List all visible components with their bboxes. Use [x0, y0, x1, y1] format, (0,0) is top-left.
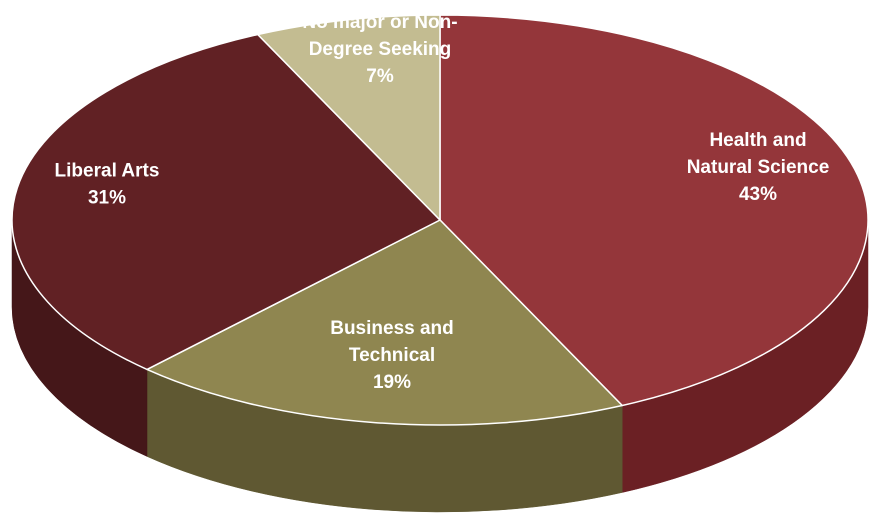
slice-label-1-line-0: Business and — [330, 318, 454, 339]
slice-label-0-line-1: Natural Science — [687, 157, 830, 178]
slice-label-3-line-1: Degree Seeking — [309, 39, 452, 60]
slice-label-3-line-2: 7% — [366, 66, 394, 87]
slice-label-1-line-1: Technical — [349, 345, 435, 366]
slice-label-0-line-0: Health and — [709, 130, 806, 151]
slice-label-3-line-0: No major or Non- — [302, 12, 457, 33]
slice-label-0-line-2: 43% — [739, 184, 777, 205]
pie-slice-1 — [146, 219, 623, 426]
pie-sides — [11, 219, 869, 513]
pie-slices — [11, 14, 869, 426]
pie-slice-2 — [11, 33, 441, 371]
slice-label-2-line-0: Liberal Arts — [55, 161, 160, 182]
slice-label-2-line-1: 31% — [88, 188, 126, 209]
pie-slice-3 — [257, 14, 441, 221]
pie-slice-0 — [439, 14, 869, 407]
slice-label-1-line-2: 19% — [373, 372, 411, 393]
slice-labels: Health and Natural Science 43% Business and… — [55, 12, 830, 393]
